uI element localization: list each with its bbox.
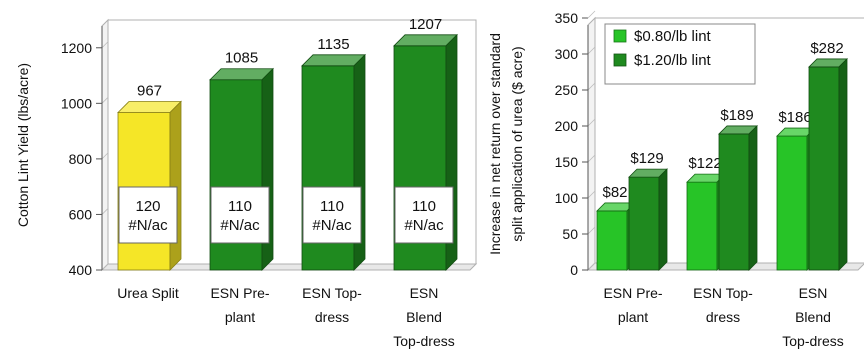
bar-value-label: $129 [630,150,663,167]
x-category-label: Blend [795,309,831,325]
right-y-tick-label: 50 [562,226,578,242]
left-y-axis-title: Cotton Lint Yield (lbs/acre) [15,63,31,227]
bar-side [658,168,668,271]
bar-value-label: $186 [778,109,811,126]
left-y-tick-label: 1000 [61,95,92,111]
legend-label: $1.20/lb lint [634,52,712,69]
right-y-grid-stub [587,82,596,91]
rate-label-text: #N/ac [128,217,168,234]
x-category-label: ESN Top- [693,285,753,301]
x-category-label: ESN [410,285,439,301]
right-chart-side-wall [587,16,596,272]
right-y-grid-stub [587,226,596,235]
rate-label-text: #N/ac [220,217,260,234]
bar-front [686,181,718,271]
legend-swatch [613,53,627,67]
right-y-tick-label: 200 [555,118,579,134]
x-category-label: ESN [799,285,828,301]
x-category-label: Top-dress [393,333,454,349]
bar-value-label: 967 [137,83,162,100]
bar [808,57,848,271]
bar-value-label: $282 [810,40,843,57]
legend: $0.80/lb lint $1.20/lb lint [604,23,756,85]
legend-label: $0.80/lb lint [634,28,712,45]
left-y-grid-stub [101,152,109,160]
bar [628,168,668,271]
bar-value-label: 1135 [317,36,349,53]
right-y-axis-title: Increase in net return over standard [487,33,503,255]
x-category-label: ESN Top- [302,285,362,301]
left-y-grid-stub [101,208,109,215]
bar-side [169,100,182,271]
x-category-label: Top-dress [782,333,843,349]
bar-value-label: $82 [602,184,627,201]
x-category-label: ESN Pre- [210,285,269,301]
bar-side [838,57,848,271]
right-y-tick-label: 300 [555,46,579,62]
right-y-grid-stub [587,190,596,199]
bar-front [628,176,660,271]
right-y-grid-stub [587,118,596,127]
bar-front [808,66,840,271]
bar-front [718,133,750,271]
right-y-tick-label: 250 [555,82,579,98]
rate-label-text: 120 [135,198,160,215]
left-y-tick-label: 600 [69,206,93,222]
right-y-grid-stub [587,154,596,163]
rate-label-text: #N/ac [312,217,352,234]
rate-label-text: #N/ac [404,217,444,234]
left-chart-side-wall [101,18,109,272]
bar-value-label: $122 [688,155,721,172]
bar-value-label: 1207 [409,16,442,33]
right-y-tick-label: 100 [555,190,579,206]
x-category-label: plant [225,309,255,325]
left-y-tick-label: 400 [69,262,93,278]
x-category-label: Urea Split [117,285,179,301]
left-y-grid-stub [101,41,109,49]
left-y-tick-label: 800 [69,151,93,167]
bar [718,124,758,271]
bar-value-label: $189 [720,107,753,124]
legend-swatch [613,29,627,43]
right-y-tick-label: 150 [555,154,579,170]
left-y-grid-stub [101,97,109,104]
rate-label-text: 110 [228,198,252,215]
x-category-label: plant [618,309,648,325]
rate-label-box [210,186,270,244]
bar [117,100,182,271]
right-y-tick-label: 0 [570,262,578,278]
left-y-grid-stub [101,263,109,271]
right-y-tick-label: 350 [555,10,579,26]
bar-value-label: 1085 [225,50,258,67]
right-y-grid-stub [587,262,596,271]
rate-label-text: 110 [320,198,344,215]
right-y-axis-title: split application of urea ($ acre) [509,46,525,241]
rate-label-box [394,186,454,244]
bar-front [776,135,808,271]
x-category-label: Blend [406,309,442,325]
bar-front [596,210,628,271]
rate-label-box [118,186,178,244]
rate-label-text: 110 [412,198,436,215]
rate-label-box [302,186,362,244]
bar-side [748,124,758,271]
legend-box [604,23,756,85]
x-category-label: dress [706,309,740,325]
x-category-label: dress [315,309,349,325]
right-y-grid-stub [587,46,596,55]
x-category-label: ESN Pre- [603,285,662,301]
left-y-tick-label: 1200 [61,40,92,56]
right-y-grid-stub [587,10,596,19]
